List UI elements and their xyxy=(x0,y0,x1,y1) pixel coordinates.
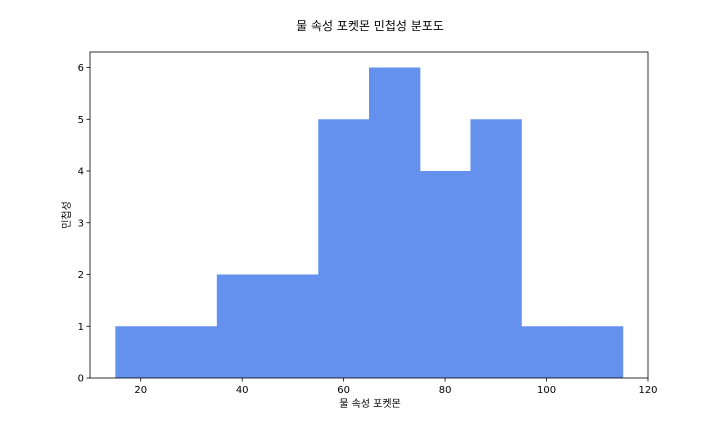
bars-group xyxy=(115,68,623,378)
y-tick-label: 1 xyxy=(78,322,84,333)
chart-title: 물 속성 포켓몬 민첩성 분포도 xyxy=(296,19,444,33)
x-tick-label: 20 xyxy=(134,385,147,396)
x-tick-label: 100 xyxy=(537,385,556,396)
x-axis-label: 물 속성 포켓몬 xyxy=(339,398,401,410)
x-tick-label: 60 xyxy=(337,385,350,396)
histogram-bar-2 xyxy=(217,275,268,378)
y-tick-label: 0 xyxy=(78,374,84,385)
histogram-bar-9 xyxy=(572,326,623,378)
y-tick-label: 2 xyxy=(78,270,84,281)
y-tick-label: 4 xyxy=(78,167,84,178)
histogram-bar-8 xyxy=(521,326,572,378)
y-tick-label: 5 xyxy=(78,115,84,126)
y-tick-label: 6 xyxy=(78,63,84,74)
histogram-bar-4 xyxy=(318,119,369,378)
histogram-bar-5 xyxy=(369,68,420,378)
y-axis-ticks: 0 1 2 3 4 5 6 xyxy=(78,63,90,384)
y-tick-label: 3 xyxy=(78,218,84,229)
histogram-bar-3 xyxy=(268,275,319,378)
x-tick-label: 40 xyxy=(236,385,249,396)
x-tick-label: 120 xyxy=(638,385,657,396)
histogram-bar-1 xyxy=(166,326,217,378)
histogram-bar-6 xyxy=(420,171,471,378)
histogram-bar-7 xyxy=(470,119,521,378)
x-tick-label: 80 xyxy=(439,385,452,396)
histogram-bar-0 xyxy=(115,326,166,378)
x-axis-ticks: 20 40 60 80 100 120 xyxy=(134,378,657,396)
y-axis-label: 민첩성 xyxy=(61,201,73,229)
